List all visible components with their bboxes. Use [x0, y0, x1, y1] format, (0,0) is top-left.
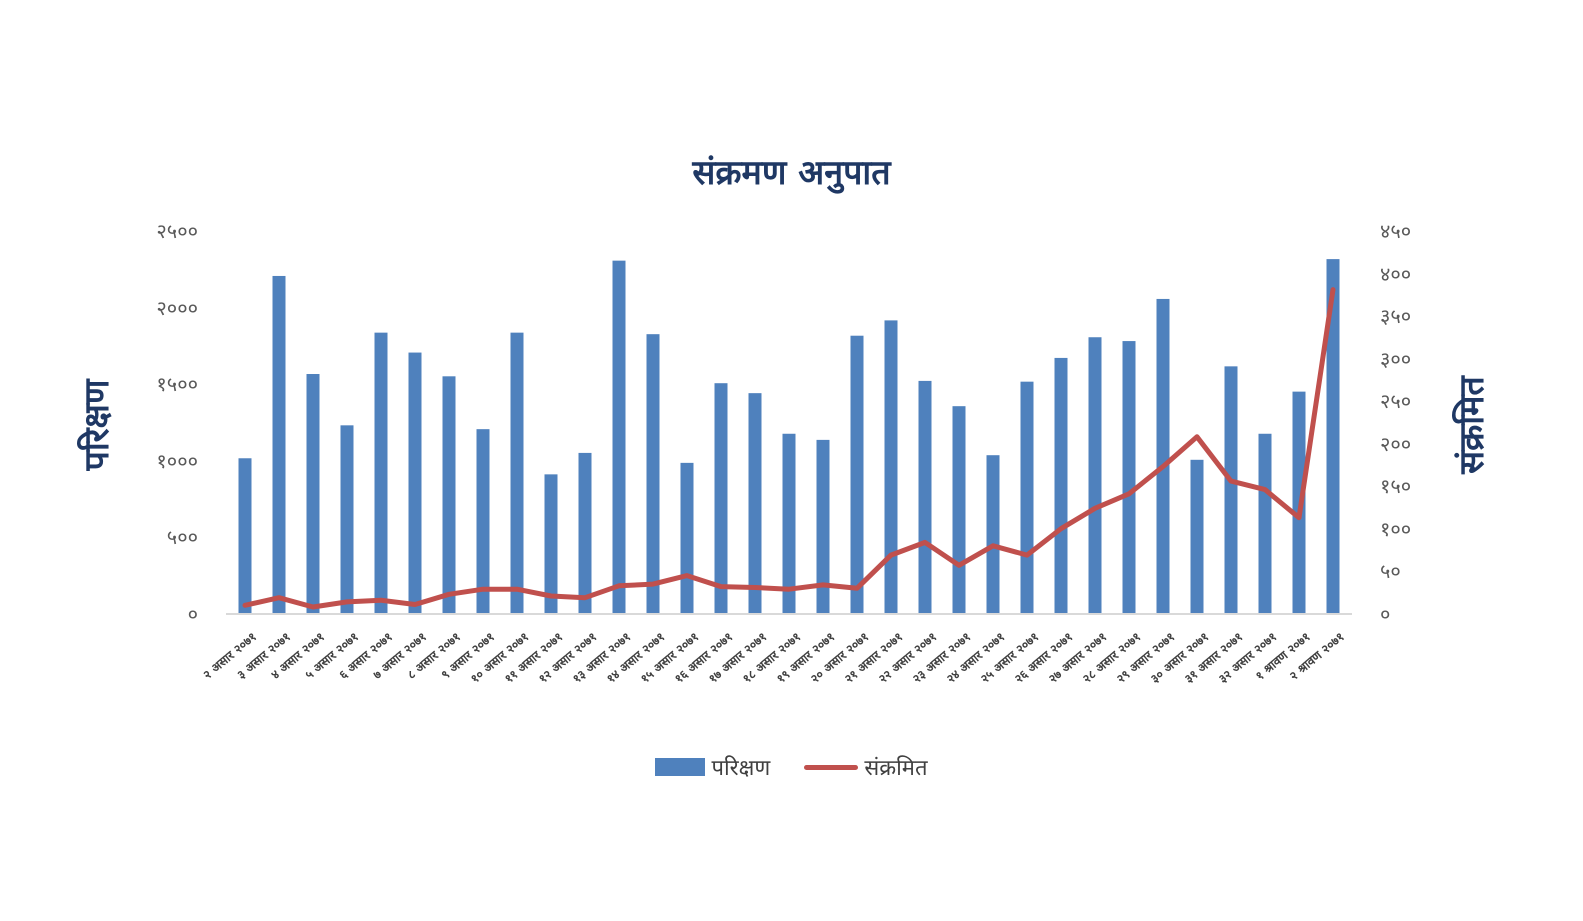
legend-item-infected[interactable]: संक्रमित	[804, 752, 928, 782]
y-tick-right: ४००	[1380, 261, 1412, 286]
bar	[510, 332, 524, 613]
legend: परिक्षण संक्रमित	[0, 752, 1583, 782]
y-tick-left: १५००	[156, 372, 198, 397]
bar	[884, 320, 898, 613]
bar	[238, 458, 252, 613]
bar	[850, 335, 864, 613]
y-tick-right: ३५०	[1380, 304, 1412, 329]
bar	[680, 462, 694, 613]
y-tick-right: १५०	[1380, 474, 1412, 499]
bar	[476, 429, 490, 613]
bar	[374, 332, 388, 613]
bar	[748, 393, 762, 613]
bar	[816, 439, 830, 613]
bar	[408, 352, 422, 613]
bar-series	[238, 259, 1340, 613]
y-tick-left: ०	[187, 602, 198, 626]
legend-item-tests[interactable]: परिक्षण	[655, 752, 770, 782]
bar	[1326, 259, 1340, 613]
bar-swatch-icon	[655, 758, 706, 776]
y-tick-right: ४५०	[1380, 219, 1412, 243]
bar	[714, 383, 728, 613]
bar	[1190, 459, 1204, 613]
y-tick-right: २००	[1380, 431, 1412, 456]
legend-label-infected: संक्रमित	[864, 756, 928, 781]
bar	[306, 374, 320, 613]
bar	[646, 334, 660, 613]
line-series	[242, 287, 1336, 610]
y-tick-left: ५००	[166, 525, 198, 550]
bar	[1020, 381, 1034, 613]
chart-title: संक्रमण अनुपात	[692, 153, 891, 193]
bar	[1156, 298, 1170, 613]
bar	[952, 406, 966, 613]
y-tick-left: २०००	[156, 295, 198, 320]
bar	[612, 260, 626, 613]
y-tick-right: ५०	[1380, 559, 1401, 584]
y-tick-left: १०००	[156, 448, 198, 473]
bar	[272, 275, 286, 613]
y-tick-left: २५००	[156, 219, 198, 243]
bar	[578, 452, 592, 613]
line-swatch-icon	[804, 764, 859, 770]
y-tick-right: ३००	[1380, 346, 1412, 371]
bar	[544, 474, 558, 613]
bar	[442, 376, 456, 613]
bar	[1258, 433, 1272, 613]
y-tick-right: २५०	[1380, 389, 1412, 414]
bar	[782, 433, 796, 613]
bar	[986, 455, 1000, 613]
y-tick-right: १००	[1380, 516, 1412, 541]
bar	[340, 425, 354, 613]
bar	[1054, 357, 1068, 613]
y-tick-right: ०	[1380, 602, 1391, 626]
bar	[918, 380, 932, 613]
bar	[1224, 366, 1238, 613]
bar	[1122, 341, 1136, 613]
bar	[1088, 337, 1102, 613]
legend-label-tests: परिक्षण	[711, 756, 771, 781]
